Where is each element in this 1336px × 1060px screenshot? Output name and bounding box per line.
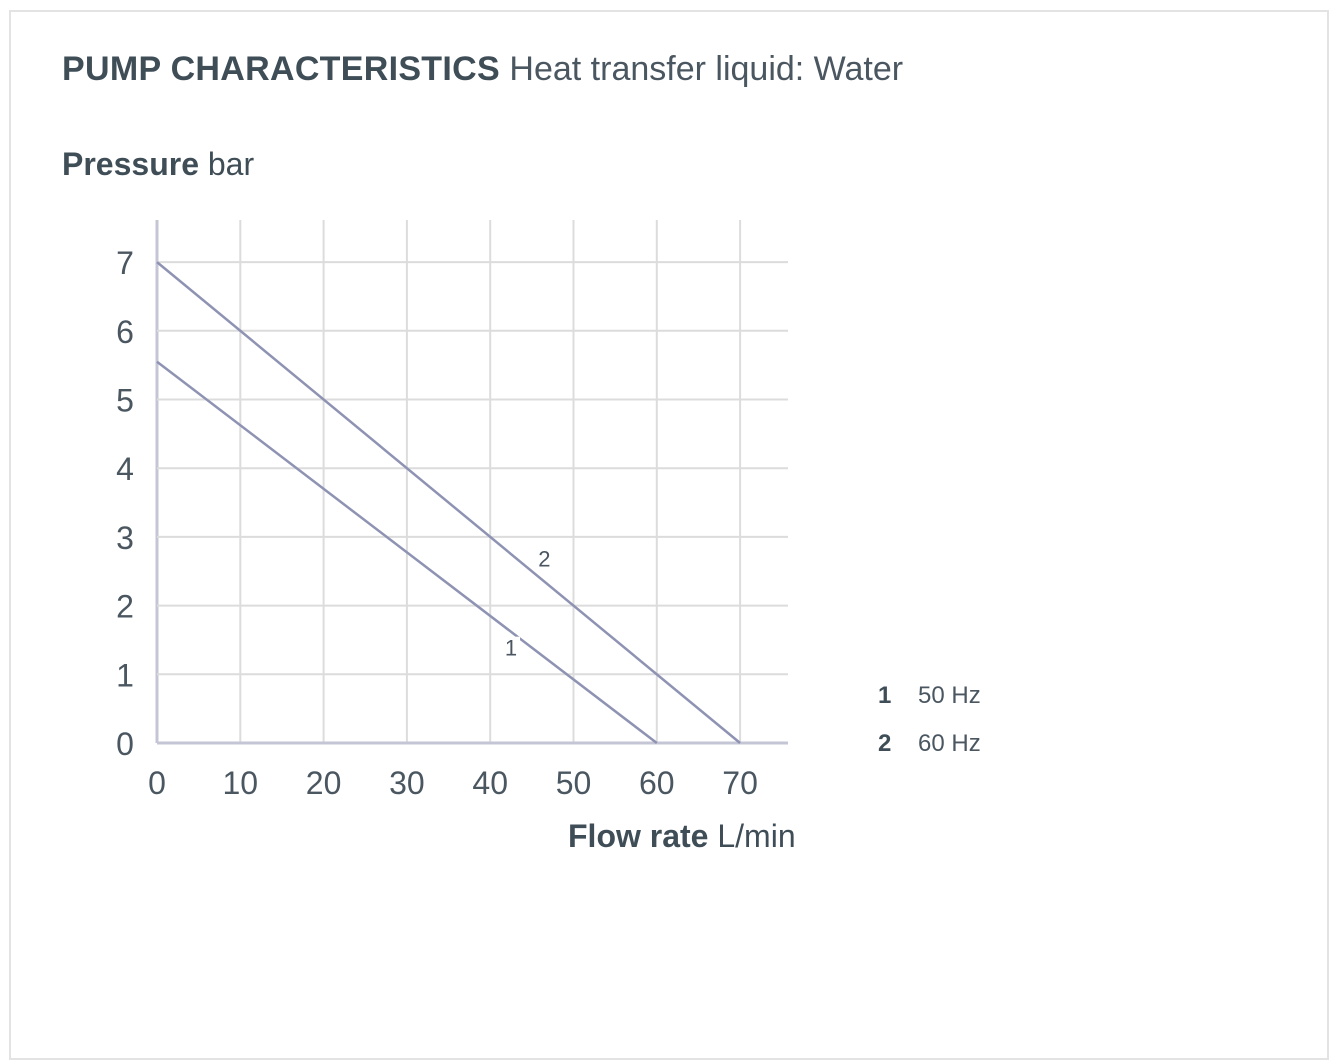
y-axis-unit: bar	[207, 146, 255, 182]
y-tick-label: 0	[116, 726, 134, 762]
legend-label: 60 Hz	[918, 730, 981, 757]
legend: 1 50 Hz 2 60 Hz	[878, 672, 981, 768]
x-tick-label: 0	[148, 765, 166, 801]
legend-number: 1	[878, 682, 892, 709]
x-tick-label: 70	[722, 765, 758, 801]
x-axis-unit: L/min	[717, 818, 796, 854]
x-tick-label: 40	[472, 765, 508, 801]
y-tick-label: 1	[116, 657, 134, 693]
y-tick-label: 4	[116, 451, 134, 487]
x-tick-label: 50	[556, 765, 592, 801]
legend-item-1: 1 50 Hz	[878, 672, 981, 720]
chart-title: PUMP CHARACTERISTICS Heat transfer liqui…	[62, 50, 903, 89]
curve-label: 2	[538, 546, 550, 571]
y-axis-label: Pressure bar	[62, 146, 254, 183]
chart-subtitle: Heat transfer liquid: Water	[509, 50, 904, 88]
chart-card	[9, 10, 1329, 1060]
y-tick-label: 3	[116, 520, 134, 556]
x-tick-label: 10	[223, 765, 259, 801]
x-axis-label: Flow rate L/min	[568, 818, 796, 855]
y-axis-label-name: Pressure	[62, 146, 199, 182]
y-tick-label: 7	[116, 245, 134, 281]
curve-label-background	[502, 636, 521, 661]
x-tick-label: 30	[389, 765, 425, 801]
series-line-1	[156, 360, 658, 744]
series-line-2	[156, 261, 741, 744]
legend-number: 2	[878, 730, 892, 757]
x-axis-label-name: Flow rate	[568, 818, 709, 854]
y-tick-label: 6	[116, 314, 134, 350]
legend-item-2: 2 60 Hz	[878, 720, 981, 768]
x-tick-label: 60	[639, 765, 675, 801]
legend-label: 50 Hz	[918, 682, 981, 709]
curve-label: 1	[505, 636, 517, 661]
y-tick-label: 2	[116, 589, 134, 625]
curve-label-background	[535, 547, 554, 572]
y-tick-label: 5	[116, 383, 134, 419]
x-tick-label: 20	[306, 765, 342, 801]
chart-title-main: PUMP CHARACTERISTICS	[62, 50, 500, 88]
